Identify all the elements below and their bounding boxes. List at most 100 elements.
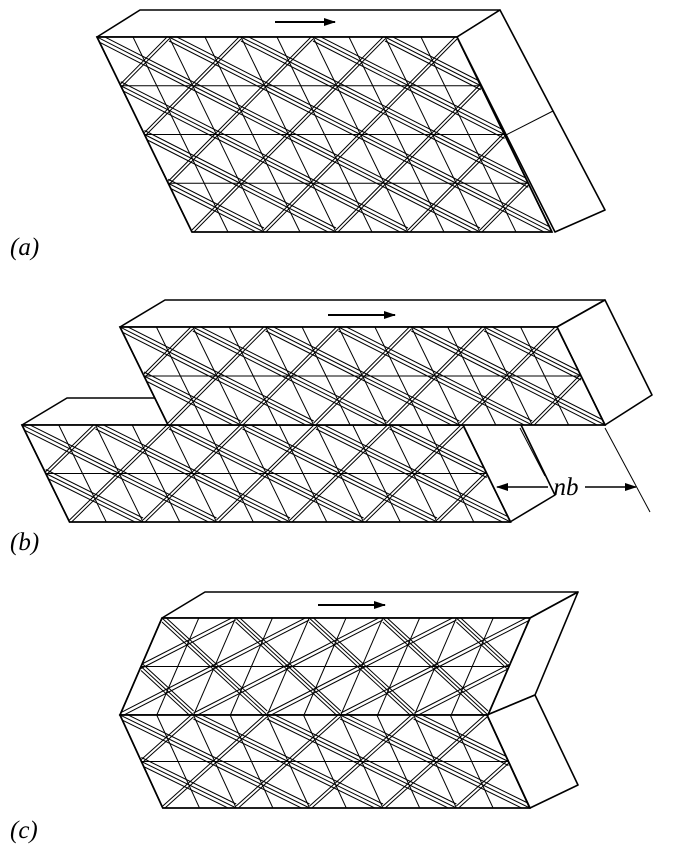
slip-line [22,428,120,478]
slip-line [192,37,242,85]
lattice-line [347,183,373,232]
slip-line [434,327,485,375]
slip-line [168,428,267,478]
slip-line [216,87,266,137]
slip-line [287,670,342,715]
lattice-line [276,37,302,86]
slip-line [214,670,268,715]
slip-line [408,81,505,131]
slip-line [235,618,289,663]
slip-line [288,130,385,180]
lattice-line [324,618,347,667]
slip-line [45,477,144,522]
slip-line [289,371,387,422]
lattice-line [398,618,421,667]
slip-line [216,371,314,422]
slip-line [456,618,510,663]
slip-line [383,186,481,232]
slip-line [191,180,241,231]
slip-line [362,371,460,422]
slip-line [214,757,310,805]
slip-line [407,180,457,231]
slip-line [118,426,170,476]
lattice-line [205,425,230,474]
slip-line [483,330,582,381]
slip-line [383,132,433,182]
slip-line [414,668,510,715]
slip-line [339,469,438,519]
slip-line [309,763,362,808]
slip-line [240,37,337,83]
lattice-line [376,473,401,522]
slip-line [312,40,409,91]
slip-line [120,327,218,373]
lattice [119,618,531,715]
lattice-line [419,183,445,232]
slip-line [287,765,384,808]
slip-line [411,330,509,381]
slip-line [168,40,265,91]
slip-line [264,89,361,139]
slip-line [408,89,505,139]
slip-line [382,759,436,807]
slip-line [435,379,533,425]
slip-line [336,37,386,85]
slip-line [239,132,289,182]
slip-line [434,715,488,760]
slip-line [315,425,414,470]
slip-line [382,621,436,671]
slip-line [361,765,457,808]
slip-line [120,715,216,758]
slip-line [311,132,361,182]
slip-line [120,81,217,131]
top-face [119,299,606,328]
slip-line [479,184,529,232]
slip-line [120,38,170,89]
slip-line [95,428,193,478]
slip-line [412,425,464,472]
slip-line [336,89,433,139]
slip-line [141,765,237,808]
slip-line [216,379,314,425]
slip-line [192,89,289,139]
slip-line [362,379,460,425]
lattice-line [471,761,494,808]
slip-line [142,475,194,522]
lattice [120,327,606,425]
slip-line [384,40,481,91]
slip-line [266,477,364,522]
slip-line [408,37,458,85]
extension-line [604,427,651,513]
slip-line [235,759,289,807]
slip-line [22,425,120,470]
slip-line [289,471,341,521]
slip-line [289,327,339,375]
lattice-line [229,666,252,715]
lattice-line [58,425,83,474]
lattice-line [203,183,229,232]
slip-line [167,132,217,182]
slip-line [216,130,313,180]
lattice-line [301,327,327,377]
lattice-line [155,327,181,377]
lattice-line [471,618,494,667]
lattice-line [444,85,469,135]
lattice-line [324,134,349,184]
slip-line [507,371,606,422]
slip-line [289,328,339,379]
slip-line [264,37,314,85]
lattice-line [425,425,451,474]
slip-line [340,664,436,714]
slip-line [479,180,529,231]
slip-line [119,664,215,714]
slip-line [434,765,530,808]
slip-line [97,37,193,83]
slip-line [242,425,340,470]
slip-line [360,130,457,180]
slip-line [263,184,313,232]
slip-line [382,618,436,663]
slip-line [289,475,341,522]
slip-line [339,718,436,766]
lattice-line [420,37,446,86]
front-outline [118,326,607,426]
